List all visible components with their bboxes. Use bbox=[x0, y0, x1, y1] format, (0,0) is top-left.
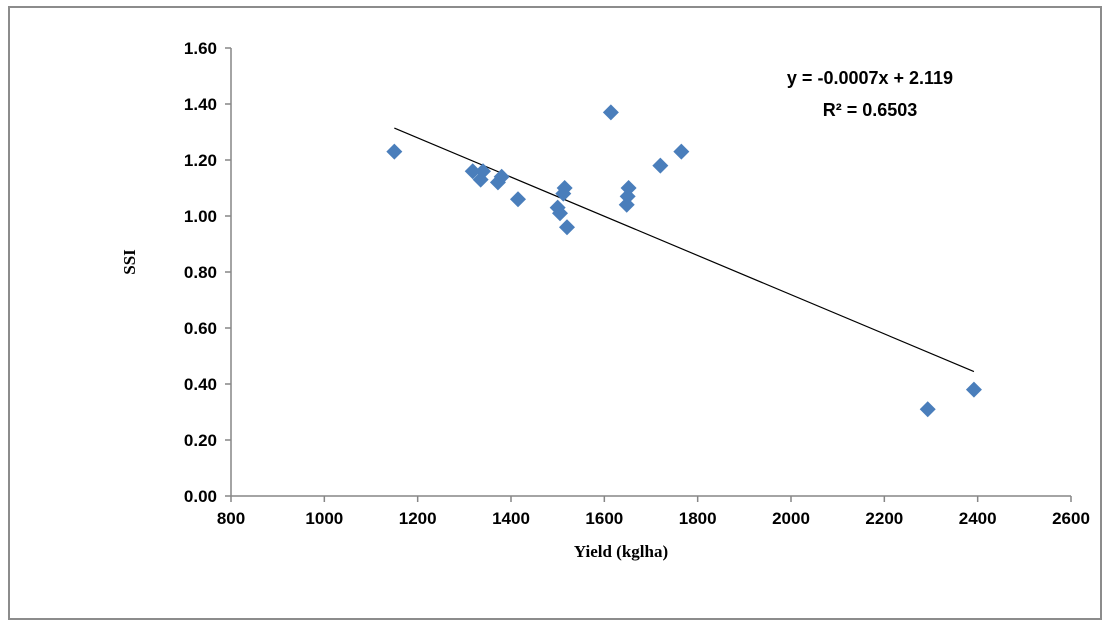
data-point bbox=[464, 163, 481, 180]
y-tick-label: 0.60 bbox=[184, 319, 217, 338]
data-point bbox=[493, 168, 510, 185]
y-tick-label: 0.40 bbox=[184, 375, 217, 394]
trendline-equation: y = -0.0007x + 2.119 bbox=[787, 68, 953, 88]
data-point bbox=[556, 180, 573, 196]
y-tick-label: 1.00 bbox=[184, 207, 217, 226]
data-points bbox=[386, 104, 982, 418]
y-tick-label: 1.20 bbox=[184, 151, 217, 170]
data-point bbox=[559, 219, 575, 236]
data-point bbox=[965, 381, 982, 398]
data-point bbox=[552, 205, 568, 222]
y-tick-label: 0.80 bbox=[184, 263, 217, 282]
r-squared-label: R² = 0.6503 bbox=[823, 100, 918, 120]
x-tick-label: 1000 bbox=[305, 509, 343, 528]
x-tick-label: 1800 bbox=[679, 509, 717, 528]
y-tick-label: 1.60 bbox=[184, 39, 217, 58]
y-axis-title: SSI bbox=[120, 249, 139, 275]
y-tick-label: 0.20 bbox=[184, 431, 217, 450]
x-tick-label: 2000 bbox=[772, 509, 810, 528]
trendline bbox=[394, 127, 975, 373]
data-point bbox=[386, 143, 403, 160]
scatter-chart: 0.00 0.20 0.40 0.60 0.80 1.00 1.20 1.40 1.60 800 1… bbox=[120, 39, 1090, 561]
x-tick-label: 1400 bbox=[492, 509, 530, 528]
y-tick-label: 0.00 bbox=[184, 487, 217, 506]
y-tick-label: 1.40 bbox=[184, 95, 217, 114]
x-tick-label: 1200 bbox=[399, 509, 437, 528]
x-tick-label: 1600 bbox=[585, 509, 623, 528]
data-point bbox=[602, 104, 619, 121]
chart-frame: 0.00 0.20 0.40 0.60 0.80 1.00 1.20 1.40 1.60 800 1… bbox=[8, 6, 1102, 620]
axis-labels: Yield (kglha) SSI y = -0.0007x + 2.119 R… bbox=[120, 68, 953, 561]
data-point bbox=[620, 180, 637, 196]
axes: 0.00 0.20 0.40 0.60 0.80 1.00 1.20 1.40 1.60 800 1… bbox=[184, 39, 1090, 528]
data-point bbox=[510, 191, 526, 208]
data-point bbox=[673, 143, 690, 160]
x-axis-title: Yield (kglha) bbox=[574, 542, 668, 561]
x-tick-label: 2400 bbox=[959, 509, 997, 528]
data-point bbox=[919, 401, 936, 418]
data-point bbox=[475, 163, 491, 180]
x-tick-label: 2200 bbox=[865, 509, 903, 528]
data-point bbox=[652, 157, 669, 174]
x-tick-label: 2600 bbox=[1052, 509, 1090, 528]
x-tick-label: 800 bbox=[217, 509, 245, 528]
trendline-group bbox=[394, 127, 975, 373]
